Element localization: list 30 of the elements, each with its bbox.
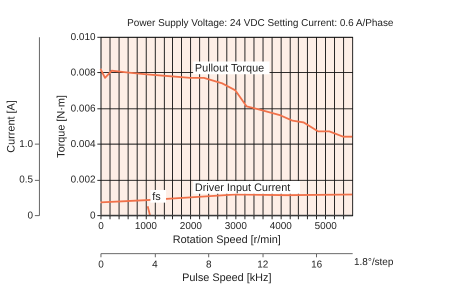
y-tick-label: 0	[90, 210, 96, 222]
y-tick-label: 0.010	[70, 32, 96, 43]
y-tick-label: 0.006	[70, 103, 96, 114]
x-axis-title: Rotation Speed [r/min]	[172, 234, 281, 246]
y-tick-label: 0.008	[70, 68, 96, 79]
y2-tick-label: 1.0	[19, 139, 34, 150]
series-label: fs	[152, 190, 162, 203]
x2-tick-label: 16	[311, 259, 323, 270]
x-tick-label: 3000	[224, 221, 248, 232]
y2-axis-title: Current [A]	[6, 100, 18, 153]
line-series	[100, 194, 354, 204]
x-tick-label: 4000	[270, 221, 292, 232]
x2-tick-label: 12	[257, 259, 269, 270]
x2-axis-title: Pulse Speed [kHz]	[182, 272, 272, 284]
x-tick-label: 2000	[180, 221, 202, 232]
x-tick-label: 5000	[314, 221, 338, 232]
x2-tick-label: 8	[206, 259, 212, 270]
text: 1.8°/step	[354, 256, 394, 268]
y-tick-label: 0.002	[70, 174, 96, 186]
x-tick-label: 1000	[134, 221, 158, 232]
y-tick-label: 0.004	[70, 139, 96, 150]
x2-tick-label: 0	[98, 259, 104, 270]
x2-tick-label: 4	[152, 259, 158, 270]
y2-tick-label: 0.5	[19, 174, 34, 186]
series-label: Driver Input Current	[194, 182, 290, 194]
x-tick-label: 0	[98, 221, 104, 232]
y2-tick-label: 0	[28, 210, 34, 222]
chart-title: Power Supply Voltage: 24 VDC Setting Current: 0.6 A/Phase	[127, 18, 394, 29]
y-axis-title: Torque [N·m]	[55, 95, 68, 158]
series-label: Pullout Torque	[194, 62, 264, 75]
